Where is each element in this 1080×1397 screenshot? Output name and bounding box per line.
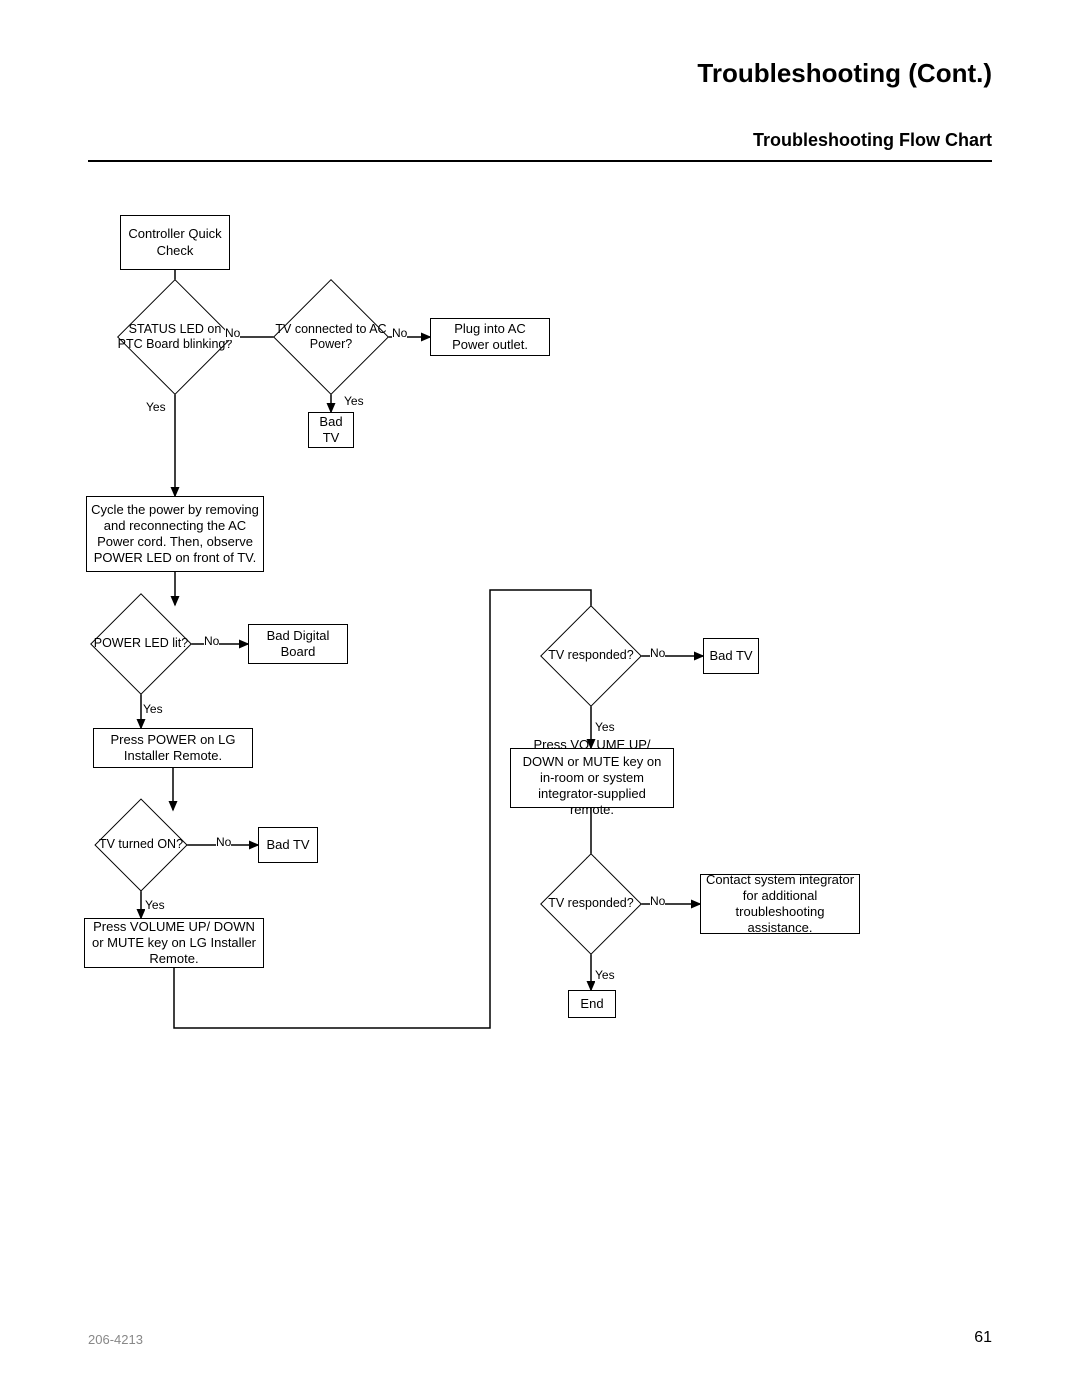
edge-label-power_yes: Yes [143, 702, 163, 716]
edge-label-resp1_no: No [650, 646, 665, 660]
node-start: Controller Quick Check [120, 215, 230, 270]
edge-label-status_no: No [225, 326, 240, 340]
node-d_tvac [273, 279, 389, 395]
node-r_pressvol1: Press VOLUME UP/ DOWN or MUTE key on LG … [84, 918, 264, 968]
flowchart-connectors [0, 0, 1080, 1397]
node-r_cycle: Cycle the power by removing and reconnec… [86, 496, 264, 572]
node-r_end: End [568, 990, 616, 1018]
edge-label-tvac_yes: Yes [344, 394, 364, 408]
node-r_pressvol2: Press VOLUME UP/ DOWN or MUTE key on in-… [510, 748, 674, 808]
edge-label-resp2_no: No [650, 894, 665, 908]
edge-label-tvon_yes: Yes [145, 898, 165, 912]
flowchart-canvas: Troubleshooting (Cont.) Troubleshooting … [0, 0, 1080, 1397]
node-r_contact: Contact system integrator for additional… [700, 874, 860, 934]
page-title: Troubleshooting (Cont.) [697, 58, 992, 89]
node-d_status [117, 279, 233, 395]
node-r_badtv2: Bad TV [258, 827, 318, 863]
edge-label-status_yes: Yes [146, 400, 166, 414]
node-d_powerled [90, 593, 192, 695]
node-r_presspwr: Press POWER on LG Installer Remote. [93, 728, 253, 768]
node-d_tvon [94, 798, 187, 891]
node-r_baddig: Bad Digital Board [248, 624, 348, 664]
section-title: Troubleshooting Flow Chart [753, 130, 992, 151]
edge-label-power_no: No [204, 634, 219, 648]
node-d_resp2 [540, 853, 642, 955]
node-r_badtv1: Bad TV [308, 412, 354, 448]
node-r_plug: Plug into AC Power outlet. [430, 318, 550, 356]
edge-label-tvac_no: No [392, 326, 407, 340]
edge-label-resp1_yes: Yes [595, 720, 615, 734]
edge-label-resp2_yes: Yes [595, 968, 615, 982]
node-r_badtv3: Bad TV [703, 638, 759, 674]
edge-label-tvon_no: No [216, 835, 231, 849]
footer-page-number: 61 [974, 1329, 992, 1347]
footer-doc-code: 206-4213 [88, 1332, 143, 1347]
node-d_resp1 [540, 605, 642, 707]
section-rule [88, 160, 992, 162]
